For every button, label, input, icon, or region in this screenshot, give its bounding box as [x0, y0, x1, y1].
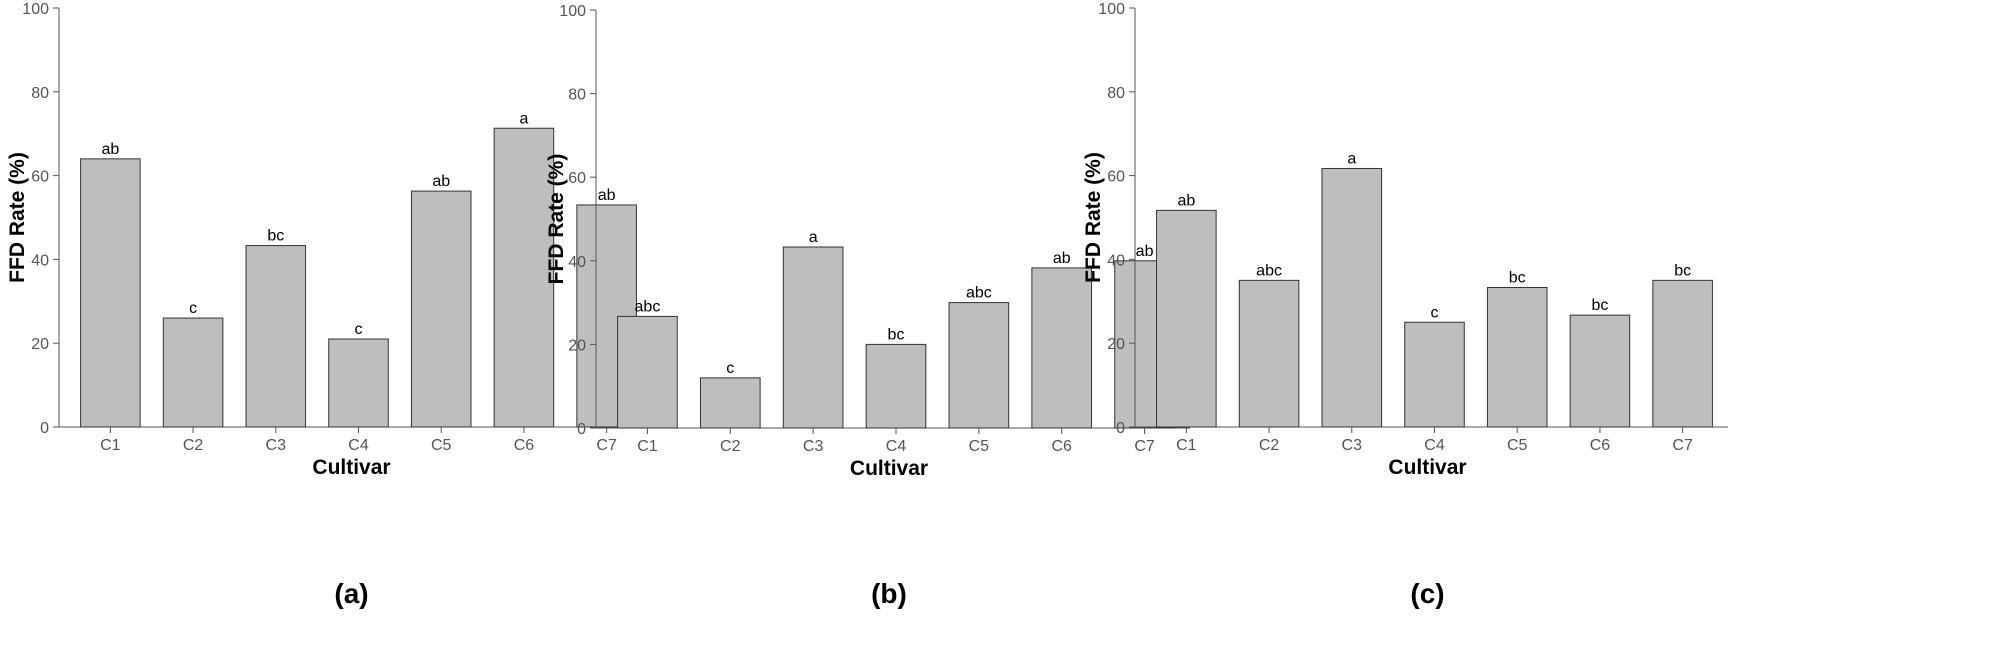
bar-c3 [782, 246, 844, 429]
y-tick-label: 100 [22, 1, 49, 18]
y-tick-label: 40 [568, 254, 586, 271]
significance-letter: c [726, 360, 734, 377]
x-tick-label: C1 [637, 438, 658, 455]
x-tick-label: C6 [514, 437, 535, 454]
bar-c5 [1486, 286, 1548, 428]
x-axis-title: Cultivar [850, 457, 928, 480]
panel-a: 0 20 40 60 80 100 C1 ab C2 c C3 bc C4 c C5 ab C6 a C7 ab Cul… [6, 1, 652, 609]
x-tick-label: C2 [720, 438, 741, 455]
bar-c5 [410, 190, 472, 428]
significance-letter: c [189, 300, 197, 317]
bar-c1 [1156, 209, 1217, 428]
x-tick-label: C7 [1672, 437, 1693, 454]
bar-c1 [80, 158, 141, 428]
x-tick-label: C3 [803, 438, 824, 455]
x-tick-label: C5 [969, 438, 990, 455]
significance-letter: a [519, 110, 528, 127]
y-tick-label: 0 [1116, 420, 1125, 437]
bar-c6 [493, 127, 555, 428]
y-tick-label: 60 [1107, 169, 1125, 186]
x-tick-label: C3 [1342, 437, 1363, 454]
significance-letter: ab [432, 173, 450, 190]
y-tick-label: 100 [559, 3, 586, 20]
significance-letter: bc [888, 326, 905, 343]
bar-c4 [328, 338, 389, 428]
bar-c4 [865, 343, 927, 429]
significance-letter: c [355, 321, 363, 338]
y-tick-label: 60 [31, 169, 49, 186]
x-tick-label: C5 [1507, 437, 1528, 454]
x-axis-title: Cultivar [1388, 456, 1466, 479]
x-tick-label: C4 [348, 437, 369, 454]
x-tick-label: C5 [431, 437, 452, 454]
bar-c2 [699, 377, 761, 429]
y-tick-label: 40 [31, 252, 49, 269]
y-tick-label: 0 [577, 421, 586, 438]
panel-b: 0 20 40 60 80 100 C1 abc C2 c C3 a C4 bc C5 abc C6 ab C7 ab… [545, 3, 1190, 609]
y-axis-title: FFD Rate (%) [1082, 152, 1105, 283]
y-tick-label: 20 [568, 337, 586, 354]
x-axis-title: Cultivar [312, 456, 390, 479]
x-tick-label: C1 [100, 437, 121, 454]
y-tick-label: 20 [31, 336, 49, 353]
significance-letter: ab [598, 187, 616, 204]
y-tick-label: 60 [568, 170, 586, 187]
significance-letter: bc [267, 228, 284, 245]
y-tick-label: 40 [1107, 252, 1125, 269]
bar-c6 [1569, 314, 1631, 428]
bar-c5 [948, 302, 1010, 429]
x-tick-label: C4 [1424, 437, 1445, 454]
x-tick-label: C3 [266, 437, 287, 454]
significance-letter: a [1347, 150, 1356, 167]
bar-c3 [245, 245, 307, 428]
x-tick-label: C2 [1259, 437, 1280, 454]
panel-label: (c) [1410, 578, 1444, 609]
significance-letter: ab [1136, 243, 1154, 260]
x-tick-label: C6 [1051, 438, 1072, 455]
significance-letter: bc [1591, 297, 1608, 314]
x-tick-label: C7 [1134, 438, 1155, 455]
bar-c2 [1238, 279, 1300, 428]
significance-letter: c [1431, 304, 1439, 321]
bar-c7 [1652, 279, 1713, 428]
x-tick-label: C1 [1176, 437, 1197, 454]
significance-letter: ab [1053, 250, 1071, 267]
panel-label: (b) [871, 578, 907, 609]
x-tick-label: C2 [183, 437, 204, 454]
bar-c6 [1031, 267, 1093, 429]
y-tick-label: 80 [31, 85, 49, 102]
significance-letter: bc [1509, 269, 1526, 286]
panel-label: (a) [334, 578, 368, 609]
significance-letter: a [809, 229, 818, 246]
x-tick-label: C6 [1590, 437, 1611, 454]
y-axis-title: FFD Rate (%) [545, 154, 568, 285]
significance-letter: abc [1256, 262, 1282, 279]
y-tick-label: 100 [1098, 1, 1125, 18]
y-tick-label: 0 [40, 420, 49, 437]
significance-letter: bc [1674, 262, 1691, 279]
significance-letter: abc [635, 298, 661, 315]
y-axis-title: FFD Rate (%) [6, 152, 29, 283]
significance-letter: abc [966, 285, 992, 302]
significance-letter: ab [101, 141, 119, 158]
y-tick-label: 20 [1107, 336, 1125, 353]
bar-c2 [162, 317, 224, 428]
y-tick-label: 80 [1107, 85, 1125, 102]
x-tick-label: C7 [596, 437, 617, 454]
significance-letter: ab [1177, 192, 1195, 209]
bar-c4 [1404, 321, 1465, 428]
y-tick-label: 80 [568, 87, 586, 104]
x-tick-label: C4 [886, 438, 907, 455]
bar-c1 [617, 315, 678, 429]
bar-c3 [1321, 167, 1383, 428]
panel-c: 0 20 40 60 80 100 C1 ab C2 abc C3 a C4 c C5 bc C6 bc C7 bc C… [1082, 1, 1728, 609]
